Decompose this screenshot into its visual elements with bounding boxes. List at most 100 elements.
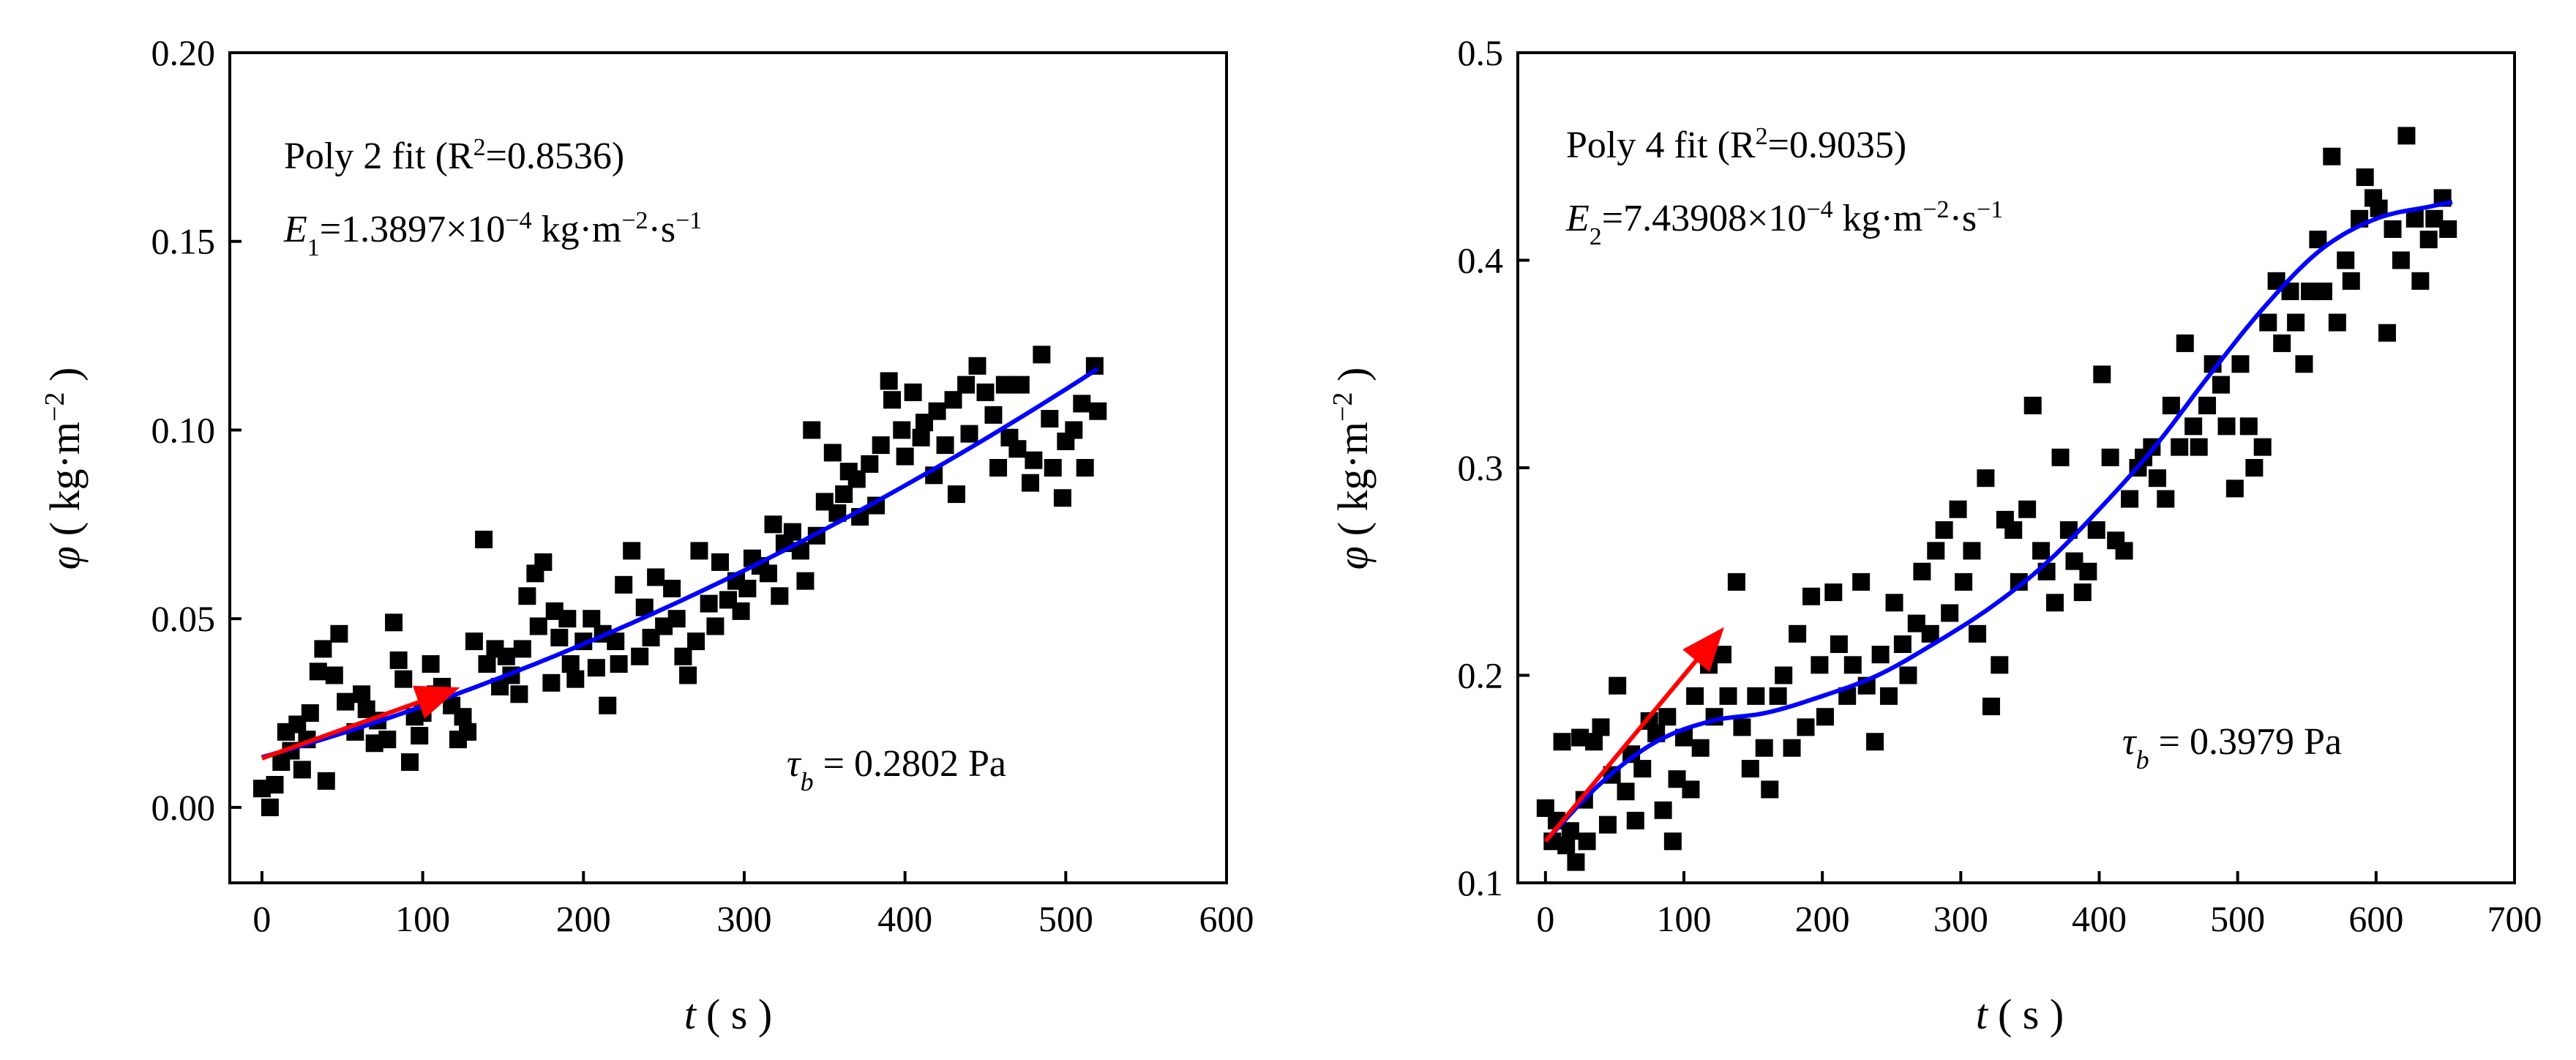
data-point xyxy=(1553,733,1571,751)
data-point xyxy=(2239,417,2258,436)
data-point xyxy=(293,761,311,779)
data-point xyxy=(2093,365,2111,384)
data-point xyxy=(2212,376,2230,394)
data-point xyxy=(1949,500,1967,518)
data-point xyxy=(936,436,954,455)
data-point xyxy=(2073,583,2092,602)
data-point xyxy=(301,704,319,723)
data-point xyxy=(1963,542,1981,560)
y-tick-label: 0.15 xyxy=(151,221,216,262)
data-point xyxy=(2190,438,2208,456)
data-point xyxy=(2079,562,2097,581)
data-point xyxy=(1713,646,1731,664)
data-point xyxy=(2323,147,2341,165)
rate-label: E1=1.3897×10−4 kg·m−2·s−1 xyxy=(283,207,702,261)
data-point xyxy=(738,579,757,597)
data-point xyxy=(1755,739,1773,757)
data-point xyxy=(1927,542,1945,560)
data-point xyxy=(1852,572,1871,591)
fit-curve xyxy=(1543,200,2453,843)
y-tick-label: 0.3 xyxy=(1458,447,1504,488)
data-point xyxy=(401,753,419,772)
data-point xyxy=(1686,687,1704,705)
data-point xyxy=(2231,355,2250,373)
data-point xyxy=(2045,594,2064,612)
rate-label: E2=7.43908×10−4 kg·m−2·s−1 xyxy=(1565,196,2003,250)
trend-arrow xyxy=(1543,627,1724,843)
x-tick-label: 100 xyxy=(395,898,450,939)
data-point xyxy=(2439,220,2457,238)
data-point xyxy=(631,647,649,665)
data-point xyxy=(2273,334,2291,352)
axis-ticks: 0 100 200 300 400 500 600 0.00 0.05 0.10 0.15 0.20 xyxy=(151,32,1254,939)
y-tick-label: 0.05 xyxy=(151,598,216,639)
data-point xyxy=(1921,624,1939,643)
data-point xyxy=(2004,521,2023,540)
data-point xyxy=(847,470,866,488)
data-point xyxy=(1879,687,1898,705)
data-point xyxy=(2287,313,2305,332)
data-point xyxy=(518,587,536,605)
data-point xyxy=(732,602,750,620)
data-point xyxy=(764,515,782,534)
data-point xyxy=(861,455,879,473)
x-tick-label: 600 xyxy=(1199,898,1254,939)
x-tick-label: 700 xyxy=(2487,898,2542,939)
data-point xyxy=(711,553,730,571)
data-point xyxy=(1991,656,2009,674)
data-point xyxy=(2405,209,2424,228)
data-point xyxy=(1789,624,1807,643)
data-point xyxy=(1682,780,1700,799)
data-point xyxy=(534,553,553,571)
x-tick-label: 400 xyxy=(2072,898,2127,939)
x-tick-label: 400 xyxy=(877,898,932,939)
data-point xyxy=(2162,396,2180,414)
data-point xyxy=(2051,448,2070,466)
data-point xyxy=(1941,604,1959,622)
x-axis-title: t( s ) xyxy=(684,990,772,1038)
stress-label: τb = 0.2802 Pa xyxy=(787,743,1006,796)
data-point xyxy=(1761,780,1779,799)
data-point xyxy=(2295,355,2313,373)
x-tick-label: 100 xyxy=(1657,898,1712,939)
data-point xyxy=(968,357,986,375)
data-point xyxy=(1633,760,1652,778)
y-tick-label: 0.20 xyxy=(151,32,216,73)
data-point xyxy=(912,428,930,447)
data-point xyxy=(1824,583,1843,602)
data-point xyxy=(465,632,483,651)
data-point xyxy=(872,436,890,455)
data-point xyxy=(687,632,705,651)
data-point xyxy=(957,376,976,394)
data-point xyxy=(647,568,665,586)
trend-arrow xyxy=(261,685,460,761)
data-point xyxy=(337,693,355,711)
data-point xyxy=(947,485,965,504)
data-point xyxy=(314,640,332,658)
data-point xyxy=(989,459,1008,477)
data-point xyxy=(497,647,515,665)
chart-right: 0 100 200 300 400 500 600 700 0.1 0.2 0.3 0.4 0.5 Po… xyxy=(1328,32,2542,1038)
data-point xyxy=(1733,718,1751,736)
data-point xyxy=(1065,421,1083,439)
data-point xyxy=(1866,733,1884,751)
chart-left: 0 100 200 300 400 500 6000.000.050.100.150.20 … xyxy=(40,32,1254,1038)
data-point xyxy=(1561,822,1579,840)
data-point xyxy=(1663,832,1682,851)
x-tick-label: 500 xyxy=(2210,898,2265,939)
data-points xyxy=(1536,127,2457,871)
data-point xyxy=(587,659,605,677)
data-point xyxy=(330,624,348,643)
data-point xyxy=(1041,409,1059,428)
data-point xyxy=(261,798,279,816)
data-point xyxy=(2121,490,2139,508)
data-point xyxy=(984,406,1003,424)
data-point xyxy=(880,372,898,390)
data-point xyxy=(558,610,577,628)
data-point xyxy=(2378,324,2396,342)
data-point xyxy=(599,696,617,714)
data-point xyxy=(1011,376,1030,394)
data-point xyxy=(325,666,343,684)
data-point xyxy=(803,421,821,439)
data-point xyxy=(1913,562,1931,581)
